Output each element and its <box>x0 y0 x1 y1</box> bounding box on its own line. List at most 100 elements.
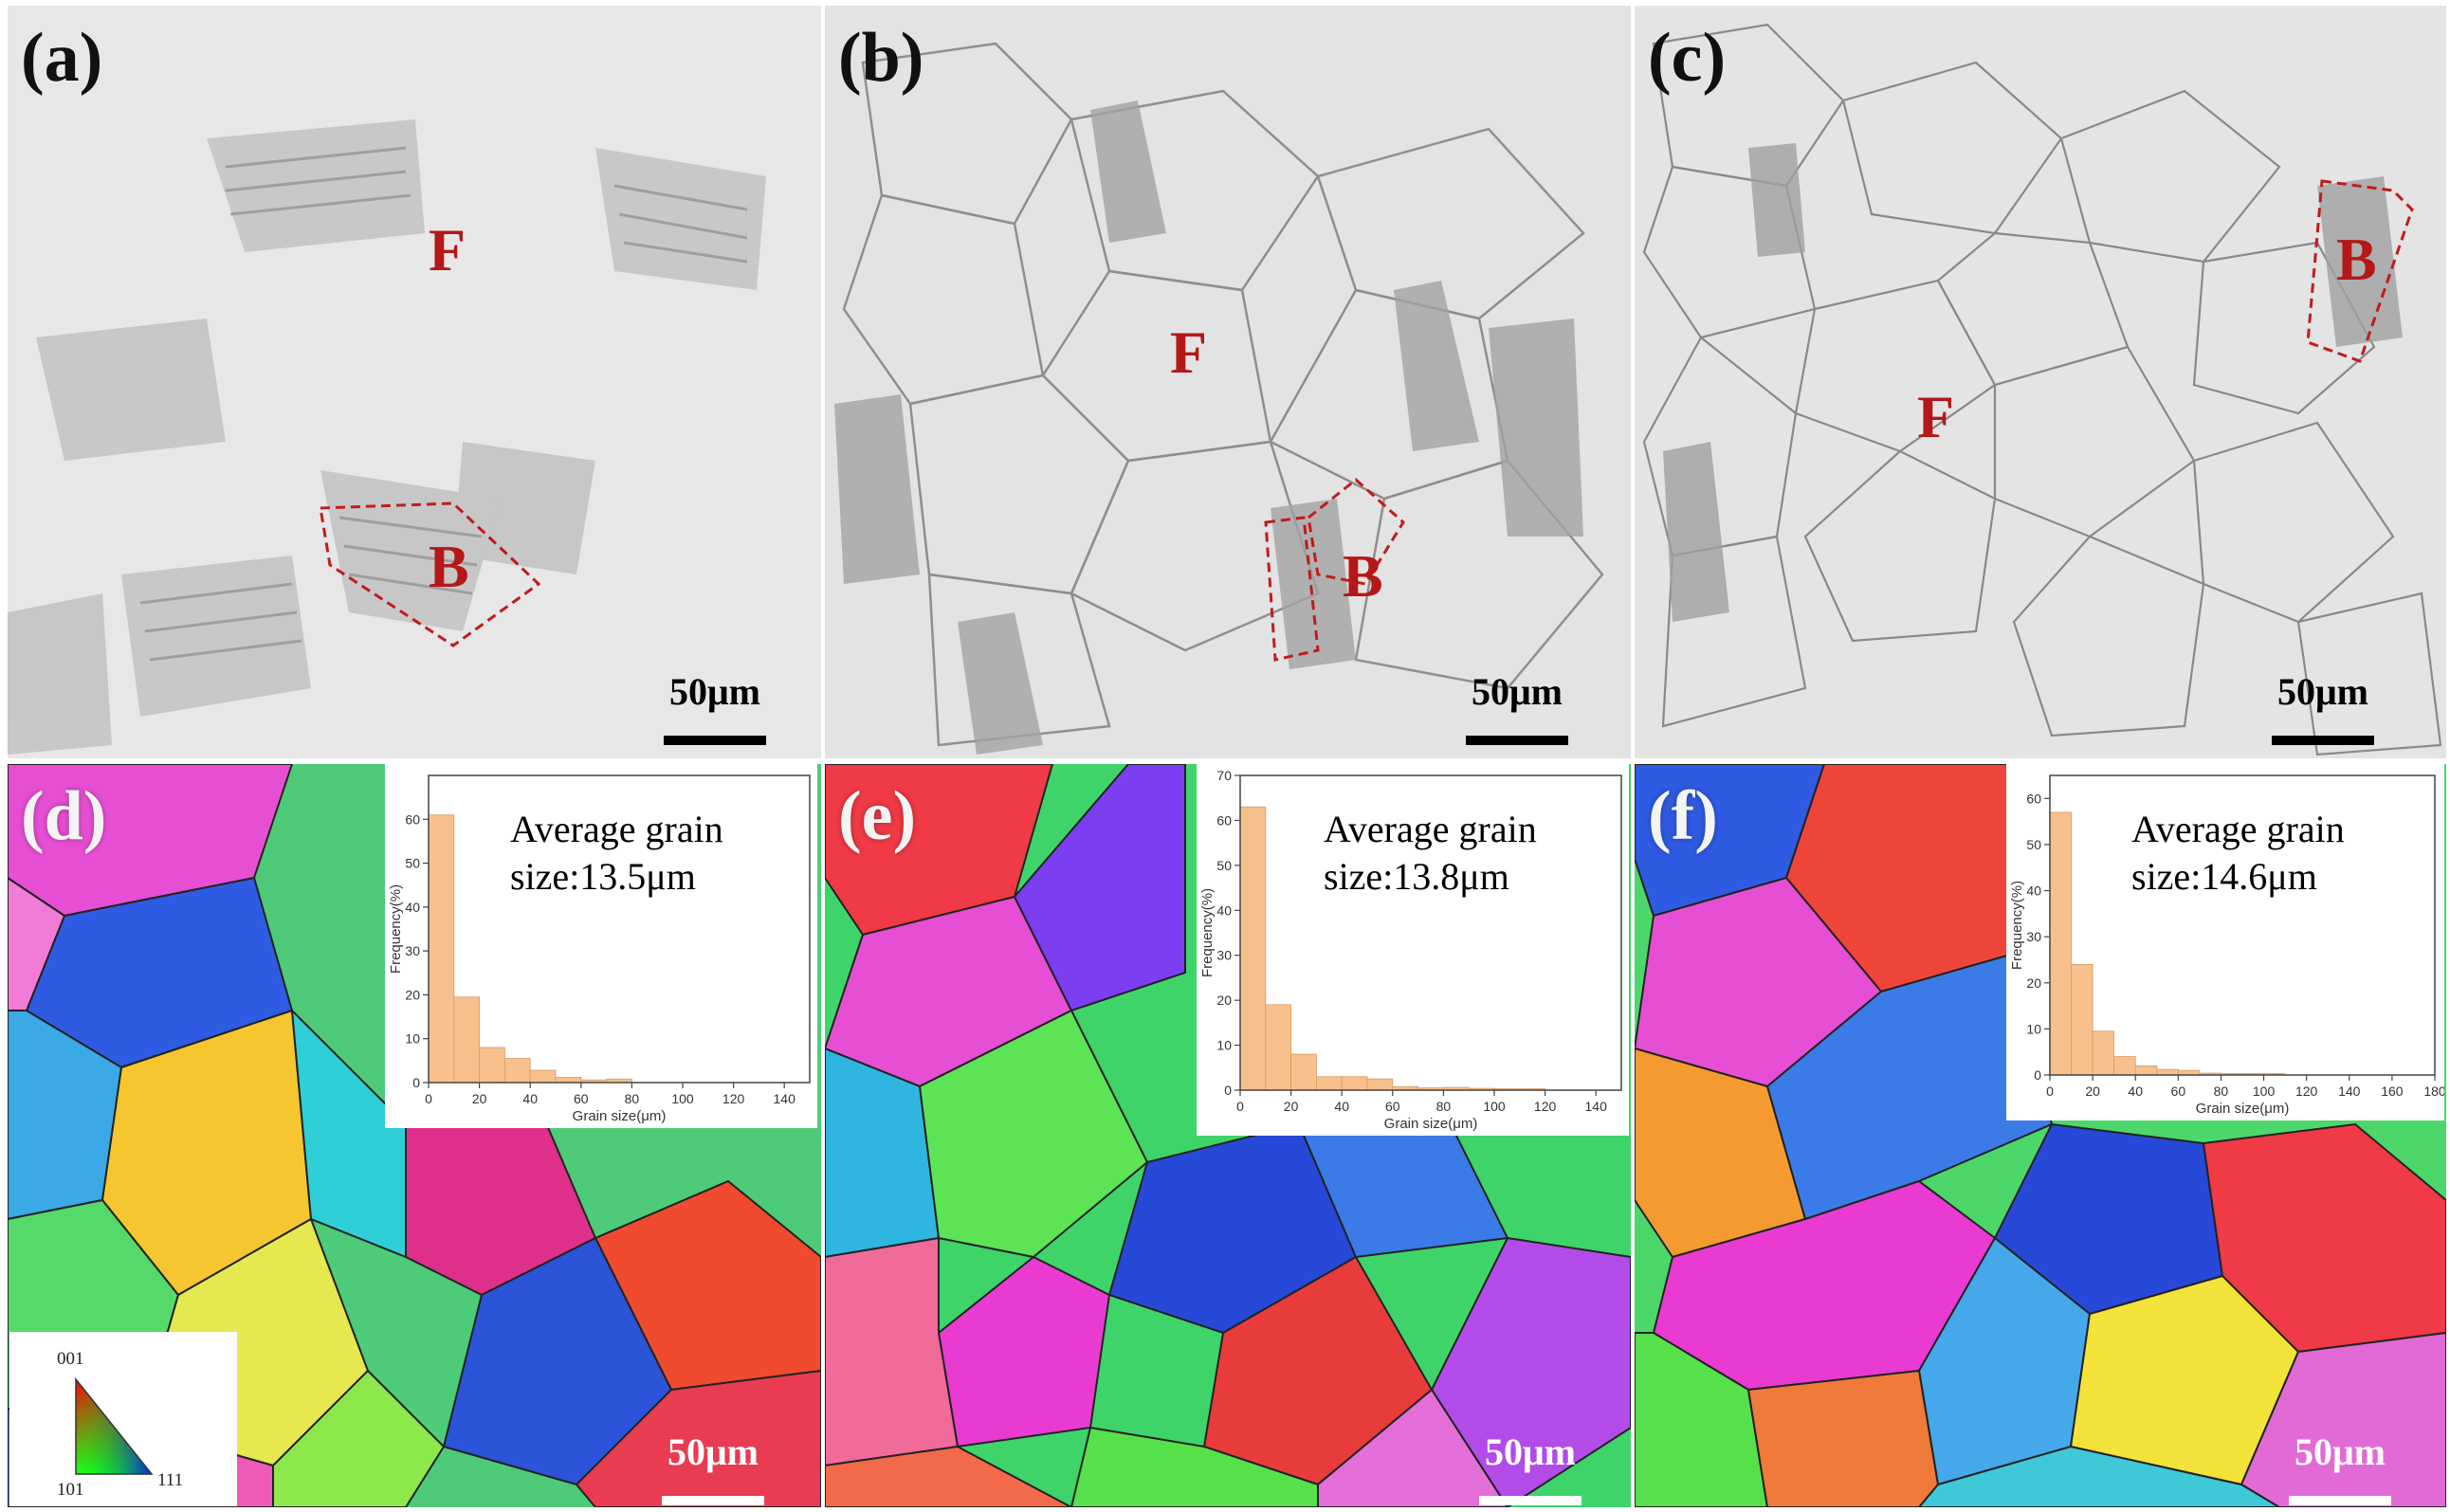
histogram-e: 0 20 40 60 80 100 120 140 0 10 20 30 40 50 60 70 Grain s… <box>1199 768 1622 1132</box>
y-tick-label: 60 <box>2026 791 2041 806</box>
y-tick-label: 0 <box>1224 1083 1232 1098</box>
y-tick-label: 30 <box>405 943 420 958</box>
histogram-bar <box>2156 1068 2179 1076</box>
x-tick-label: 100 <box>671 1091 694 1106</box>
ipf-label-101: 101 <box>57 1480 84 1500</box>
histogram-bar <box>2049 811 2072 1076</box>
x-tick-label: 160 <box>2381 1084 2404 1099</box>
bainite-label-b: B <box>1343 542 1383 610</box>
scale-bar-b: 50μm <box>1466 673 1568 753</box>
y-tick-label: 30 <box>1216 948 1232 963</box>
scale-bar-line-b <box>1466 736 1568 745</box>
y-tick-label: 40 <box>1216 902 1232 918</box>
x-tick-label: 0 <box>2046 1084 2054 1099</box>
x-tick-label: 80 <box>2214 1084 2229 1099</box>
x-tick-label: 0 <box>425 1091 432 1106</box>
average-grain-line1-f: Average grain <box>2131 808 2345 850</box>
y-tick-label: 10 <box>405 1031 420 1047</box>
panel-label-d: (d) <box>21 777 107 855</box>
x-tick-label: 120 <box>2295 1084 2318 1099</box>
panel-label-c: (c) <box>1648 19 1727 97</box>
panel-label-a: (a) <box>21 19 103 97</box>
histogram-bar <box>1316 1076 1343 1091</box>
micrograph-b: (b) F B 50μm <box>825 6 1631 758</box>
scale-bar-f: 50μm <box>2289 1433 2391 1507</box>
y-tick-label: 10 <box>1216 1038 1232 1053</box>
x-tick-label: 140 <box>1585 1099 1608 1114</box>
scale-bar-a: 50μm <box>664 673 766 753</box>
ipf-label-001: 001 <box>57 1349 84 1369</box>
y-axis-label: Frequency(%) <box>388 884 404 974</box>
y-tick-label: 0 <box>2034 1067 2041 1083</box>
ferrite-label-a: F <box>429 216 466 283</box>
histogram-bar <box>529 1069 557 1084</box>
scale-bar-text-f: 50μm <box>2295 1430 2386 1473</box>
y-tick-label: 10 <box>2026 1021 2041 1036</box>
y-tick-label: 50 <box>1216 858 1232 873</box>
x-tick-label: 120 <box>1534 1099 1557 1114</box>
x-axis-label: Grain size(μm) <box>1384 1116 1478 1132</box>
micrograph-c: (c) F B 50μm <box>1635 6 2446 758</box>
y-tick-label: 70 <box>1216 768 1232 783</box>
ipf-label-111: 111 <box>157 1470 184 1490</box>
histogram-frame <box>428 774 811 1084</box>
scale-bar-line-c <box>2272 736 2374 745</box>
average-grain-line2-f: size:14.6μm <box>2131 855 2317 898</box>
x-axis-label: Grain size(μm) <box>573 1108 667 1124</box>
y-tick-label: 20 <box>2026 975 2041 991</box>
scale-bar-text-d: 50μm <box>667 1430 759 1473</box>
average-grain-line1-d: Average grain <box>510 808 723 850</box>
histogram-bar <box>1290 1053 1317 1091</box>
y-tick-label: 20 <box>1216 993 1232 1008</box>
x-tick-label: 20 <box>1284 1099 1299 1114</box>
scale-bar-text-a: 50μm <box>669 670 760 713</box>
histogram-bar <box>504 1058 531 1084</box>
x-tick-label: 80 <box>625 1091 640 1106</box>
y-axis-label: Frequency(%) <box>1199 888 1216 977</box>
histogram-bar <box>1265 1004 1292 1091</box>
micrograph-a: (a) F B 50μm <box>8 6 821 758</box>
x-tick-label: 60 <box>2171 1084 2186 1099</box>
x-tick-label: 20 <box>472 1091 487 1106</box>
scale-bar-c: 50μm <box>2272 673 2374 753</box>
histogram-bar <box>1341 1076 1368 1091</box>
panel-label-f: (f) <box>1648 777 1718 855</box>
histogram-inset-e: 0 20 40 60 80 100 120 140 0 10 20 30 40 50 60 70 Grain s… <box>1197 764 1629 1136</box>
histogram-bar <box>1366 1078 1394 1091</box>
x-tick-label: 60 <box>574 1091 589 1106</box>
y-axis-label: Frequency(%) <box>2009 881 2025 970</box>
y-tick-label: 50 <box>2026 837 2041 852</box>
histogram-inset-d: 0 20 40 60 80 100 120 140 0 10 20 30 40 50 60 Grain siz… <box>385 764 817 1128</box>
scale-bar-line-e <box>1479 1496 1582 1505</box>
ebsd-map-e: (e) 0 20 40 60 80 100 120 140 0 10 20 30 40 50 60 70 Gra… <box>825 764 1631 1507</box>
x-tick-label: 140 <box>2338 1084 2361 1099</box>
histogram-f: 0 20 40 60 80 100 120 140 160 180 0 10 20 30 40 50 60 Gra… <box>2009 774 2444 1117</box>
x-tick-label: 120 <box>722 1091 745 1106</box>
histogram-bar <box>555 1077 582 1084</box>
scale-bar-text-e: 50μm <box>1485 1430 1576 1473</box>
scale-bar-line-d <box>662 1496 764 1505</box>
scale-bar-e: 50μm <box>1479 1433 1582 1507</box>
y-tick-label: 30 <box>2026 929 2041 944</box>
ipf-legend: 001 101 111 <box>9 1332 237 1506</box>
histogram-bar <box>1239 806 1267 1091</box>
x-tick-label: 140 <box>774 1091 796 1106</box>
average-grain-size-f: Average grain size:14.6μm <box>2131 806 2345 901</box>
histogram-d: 0 20 40 60 80 100 120 140 0 10 20 30 40 50 60 Grain siz… <box>388 774 811 1124</box>
histogram-inset-f: 0 20 40 60 80 100 120 140 160 180 0 10 20 30 40 50 60 Gra… <box>2006 764 2444 1120</box>
x-tick-label: 100 <box>2253 1084 2276 1099</box>
x-tick-label: 80 <box>1436 1099 1452 1114</box>
histogram-frame <box>2049 774 2436 1076</box>
micrograph-c-image <box>1635 6 2446 758</box>
y-tick-label: 60 <box>405 811 420 827</box>
ferrite-label-c: F <box>1917 383 1955 450</box>
average-grain-line2-d: size:13.5μm <box>510 855 696 898</box>
ferrite-label-b: F <box>1170 319 1208 386</box>
x-tick-label: 40 <box>522 1091 538 1106</box>
scale-bar-line-f <box>2289 1496 2391 1505</box>
bainite-label-a: B <box>429 533 469 600</box>
histogram-bar <box>428 814 455 1084</box>
bainite-label-c: B <box>2336 226 2377 293</box>
average-grain-size-d: Average grain size:13.5μm <box>510 806 723 901</box>
average-grain-line1-e: Average grain <box>1324 808 1537 850</box>
